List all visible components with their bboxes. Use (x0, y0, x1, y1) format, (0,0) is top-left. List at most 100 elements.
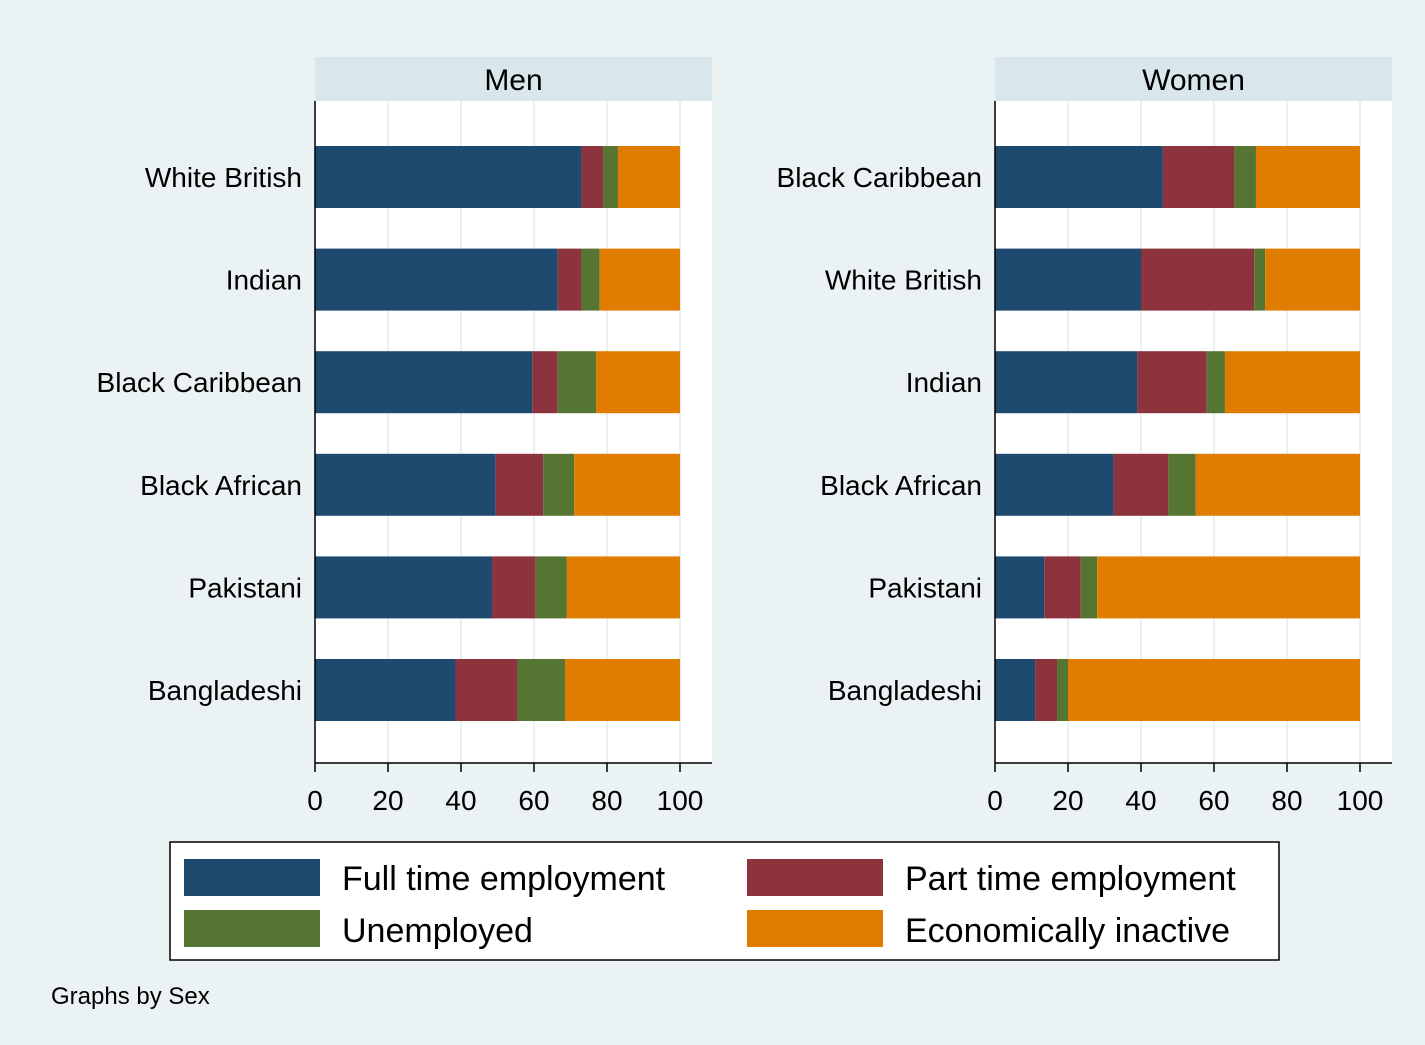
legend-label-full-time: Full time employment (342, 860, 666, 898)
men-bar-bangladeshi-economically-inactive (565, 659, 680, 721)
legend-swatch-unemployed (184, 910, 320, 947)
men-category-label: White British (145, 162, 302, 193)
men-bar-indian-part-time-employment (557, 248, 582, 311)
men-bar-indian-full-time-employment (315, 248, 558, 311)
legend-swatch-inactive (747, 910, 883, 947)
women-bar-indian-unemployed (1206, 351, 1225, 414)
women-bar-bangladeshi-part-time-employment (1035, 659, 1058, 721)
legend-swatch-part-time (747, 859, 883, 896)
women-bar-pakistani-economically-inactive (1097, 556, 1360, 619)
men-bar-white-british-part-time-employment (581, 146, 604, 208)
panel-women-gridlines (1067, 101, 1361, 763)
women-bar-bangladeshi-unemployed (1057, 659, 1068, 721)
men-bar-white-british-economically-inactive (617, 146, 680, 208)
women-bar-bangladeshi-full-time-employment (995, 659, 1036, 721)
men-x-tick-label: 0 (307, 785, 323, 816)
men-category-label: Pakistani (188, 572, 302, 603)
men-bar-pakistani-economically-inactive (566, 556, 680, 619)
women-category-label: Black Caribbean (777, 162, 982, 193)
panel-men-plot-area (315, 101, 712, 763)
men-category-label: Bangladeshi (148, 675, 302, 706)
women-x-tick-label: 100 (1337, 785, 1384, 816)
legend-box (169, 841, 1280, 961)
women-category-label: White British (825, 265, 982, 296)
women-bar-indian-economically-inactive (1224, 351, 1360, 414)
men-bar-bangladeshi-full-time-employment (315, 659, 456, 721)
men-bar-black-african-unemployed (543, 453, 575, 516)
men-bar-indian-unemployed (581, 248, 600, 311)
women-bar-black-african-economically-inactive (1195, 453, 1360, 516)
men-bar-bangladeshi-part-time-employment (455, 659, 518, 721)
men-category-label: Indian (226, 265, 302, 296)
men-x-tick-label: 100 (657, 785, 704, 816)
men-x-tick-label: 40 (445, 785, 476, 816)
men-bar-bangladeshi-unemployed (517, 659, 566, 721)
panel-women: Women Black Caribbean White British Indian… (777, 57, 1392, 816)
men-bar-black-caribbean-full-time-employment (315, 351, 533, 414)
men-bar-pakistani-unemployed (535, 556, 567, 619)
men-bar-black-african-economically-inactive (574, 453, 680, 516)
panel-men: Men White British Indian Black Caribbean Bl… (97, 57, 712, 816)
women-bar-pakistani-part-time-employment (1044, 556, 1081, 619)
women-x-tick-label: 60 (1198, 785, 1229, 816)
men-bar-black-caribbean-part-time-employment (532, 351, 558, 414)
men-bar-black-african-part-time-employment (495, 453, 544, 516)
men-bar-white-british-full-time-employment (315, 146, 582, 208)
panel-women-header (995, 57, 1392, 101)
panel-women-plot-area (995, 101, 1392, 763)
men-bar-black-caribbean-economically-inactive (596, 351, 680, 414)
panel-women-category-labels: Black Caribbean White British Indian Black … (777, 162, 982, 706)
panel-men-bars (315, 146, 680, 721)
legend-swatch-full-time (184, 859, 320, 896)
panel-women-title: Women (1142, 64, 1245, 97)
women-x-tick-label: 40 (1125, 785, 1156, 816)
panel-men-header (315, 57, 712, 101)
legend: Full time employment Part time employmen… (169, 841, 1280, 961)
women-bar-white-british-unemployed (1254, 248, 1266, 311)
panel-women-x-axis: 0 20 40 60 80 100 (987, 101, 1392, 816)
women-bar-white-british-economically-inactive (1265, 248, 1360, 311)
women-x-tick-label: 20 (1052, 785, 1083, 816)
panel-men-title: Men (484, 64, 542, 97)
women-category-label: Indian (906, 367, 982, 398)
men-x-tick-label: 60 (518, 785, 549, 816)
women-category-label: Bangladeshi (828, 675, 982, 706)
men-bar-white-british-unemployed (603, 146, 618, 208)
men-category-label: Black African (140, 470, 302, 501)
legend-label-inactive: Economically inactive (905, 912, 1230, 950)
women-bar-pakistani-full-time-employment (995, 556, 1045, 619)
women-bar-white-british-full-time-employment (995, 248, 1141, 311)
panel-women-bars (995, 146, 1360, 721)
men-bar-pakistani-part-time-employment (492, 556, 536, 619)
women-bar-black-caribbean-full-time-employment (995, 146, 1163, 208)
women-bar-bangladeshi-economically-inactive (1068, 659, 1360, 721)
men-x-tick-label: 20 (372, 785, 403, 816)
women-bar-indian-part-time-employment (1137, 351, 1207, 414)
men-bar-black-african-full-time-employment (315, 453, 496, 516)
men-category-label: Black Caribbean (97, 367, 302, 398)
graphs-by-note: Graphs by Sex (51, 983, 210, 1010)
women-x-tick-label: 80 (1271, 785, 1302, 816)
women-bar-black-caribbean-unemployed (1234, 146, 1256, 208)
panel-men-gridlines (387, 101, 681, 763)
panel-men-x-axis: 0 20 40 60 80 100 (307, 101, 712, 816)
men-bar-black-caribbean-unemployed (557, 351, 597, 414)
women-bar-black-african-full-time-employment (995, 453, 1114, 516)
women-bar-pakistani-unemployed (1080, 556, 1098, 619)
women-bar-white-british-part-time-employment (1141, 248, 1255, 311)
panel-men-category-labels: White British Indian Black Caribbean Black … (97, 162, 302, 706)
women-bar-black-african-part-time-employment (1113, 453, 1169, 516)
women-category-label: Black African (820, 470, 982, 501)
men-bar-indian-economically-inactive (599, 248, 680, 311)
women-bar-black-caribbean-part-time-employment (1162, 146, 1235, 208)
men-x-tick-label: 80 (591, 785, 622, 816)
women-bar-indian-full-time-employment (995, 351, 1138, 414)
legend-label-part-time: Part time employment (905, 860, 1236, 898)
women-x-tick-label: 0 (987, 785, 1003, 816)
men-bar-pakistani-full-time-employment (315, 556, 493, 619)
women-category-label: Pakistani (868, 572, 982, 603)
women-bar-black-caribbean-economically-inactive (1255, 146, 1360, 208)
women-bar-black-african-unemployed (1168, 453, 1196, 516)
legend-label-unemployed: Unemployed (342, 912, 533, 950)
